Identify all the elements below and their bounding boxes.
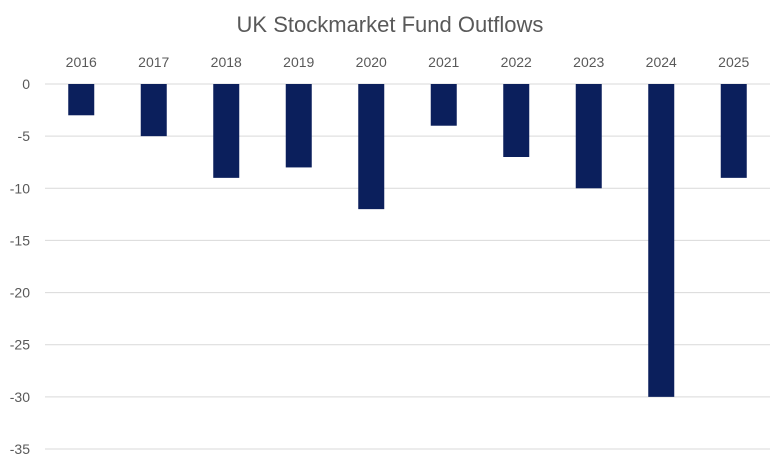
y-tick-label: -35 <box>10 441 30 457</box>
y-tick-label: -25 <box>10 337 30 353</box>
bar-2020 <box>358 84 385 210</box>
chart-title: UK Stockmarket Fund Outflows <box>236 12 544 37</box>
y-tick-label: -15 <box>10 232 30 248</box>
bar-2025 <box>720 84 747 178</box>
y-tick-label: -5 <box>18 128 31 144</box>
x-category-label: 2020 <box>356 54 387 70</box>
y-tick-label: 0 <box>22 76 30 92</box>
x-category-label: 2019 <box>283 54 314 70</box>
x-category-label: 2022 <box>501 54 532 70</box>
x-category-label: 2023 <box>573 54 604 70</box>
y-tick-label: -10 <box>10 180 30 196</box>
x-category-label: 2021 <box>428 54 459 70</box>
bar-2018 <box>213 84 240 178</box>
bar-2021 <box>430 84 457 126</box>
bar-2017 <box>140 84 167 137</box>
bar-2019 <box>285 84 312 168</box>
bar-2024 <box>648 84 675 397</box>
x-category-label: 2025 <box>718 54 749 70</box>
bar-2022 <box>503 84 530 157</box>
x-category-label: 2024 <box>646 54 677 70</box>
bar-2016 <box>68 84 95 116</box>
bar-2023 <box>575 84 602 189</box>
x-category-label: 2016 <box>66 54 97 70</box>
x-category-label: 2018 <box>211 54 242 70</box>
y-tick-label: -30 <box>10 389 30 405</box>
x-category-label: 2017 <box>138 54 169 70</box>
y-tick-label: -20 <box>10 285 30 301</box>
